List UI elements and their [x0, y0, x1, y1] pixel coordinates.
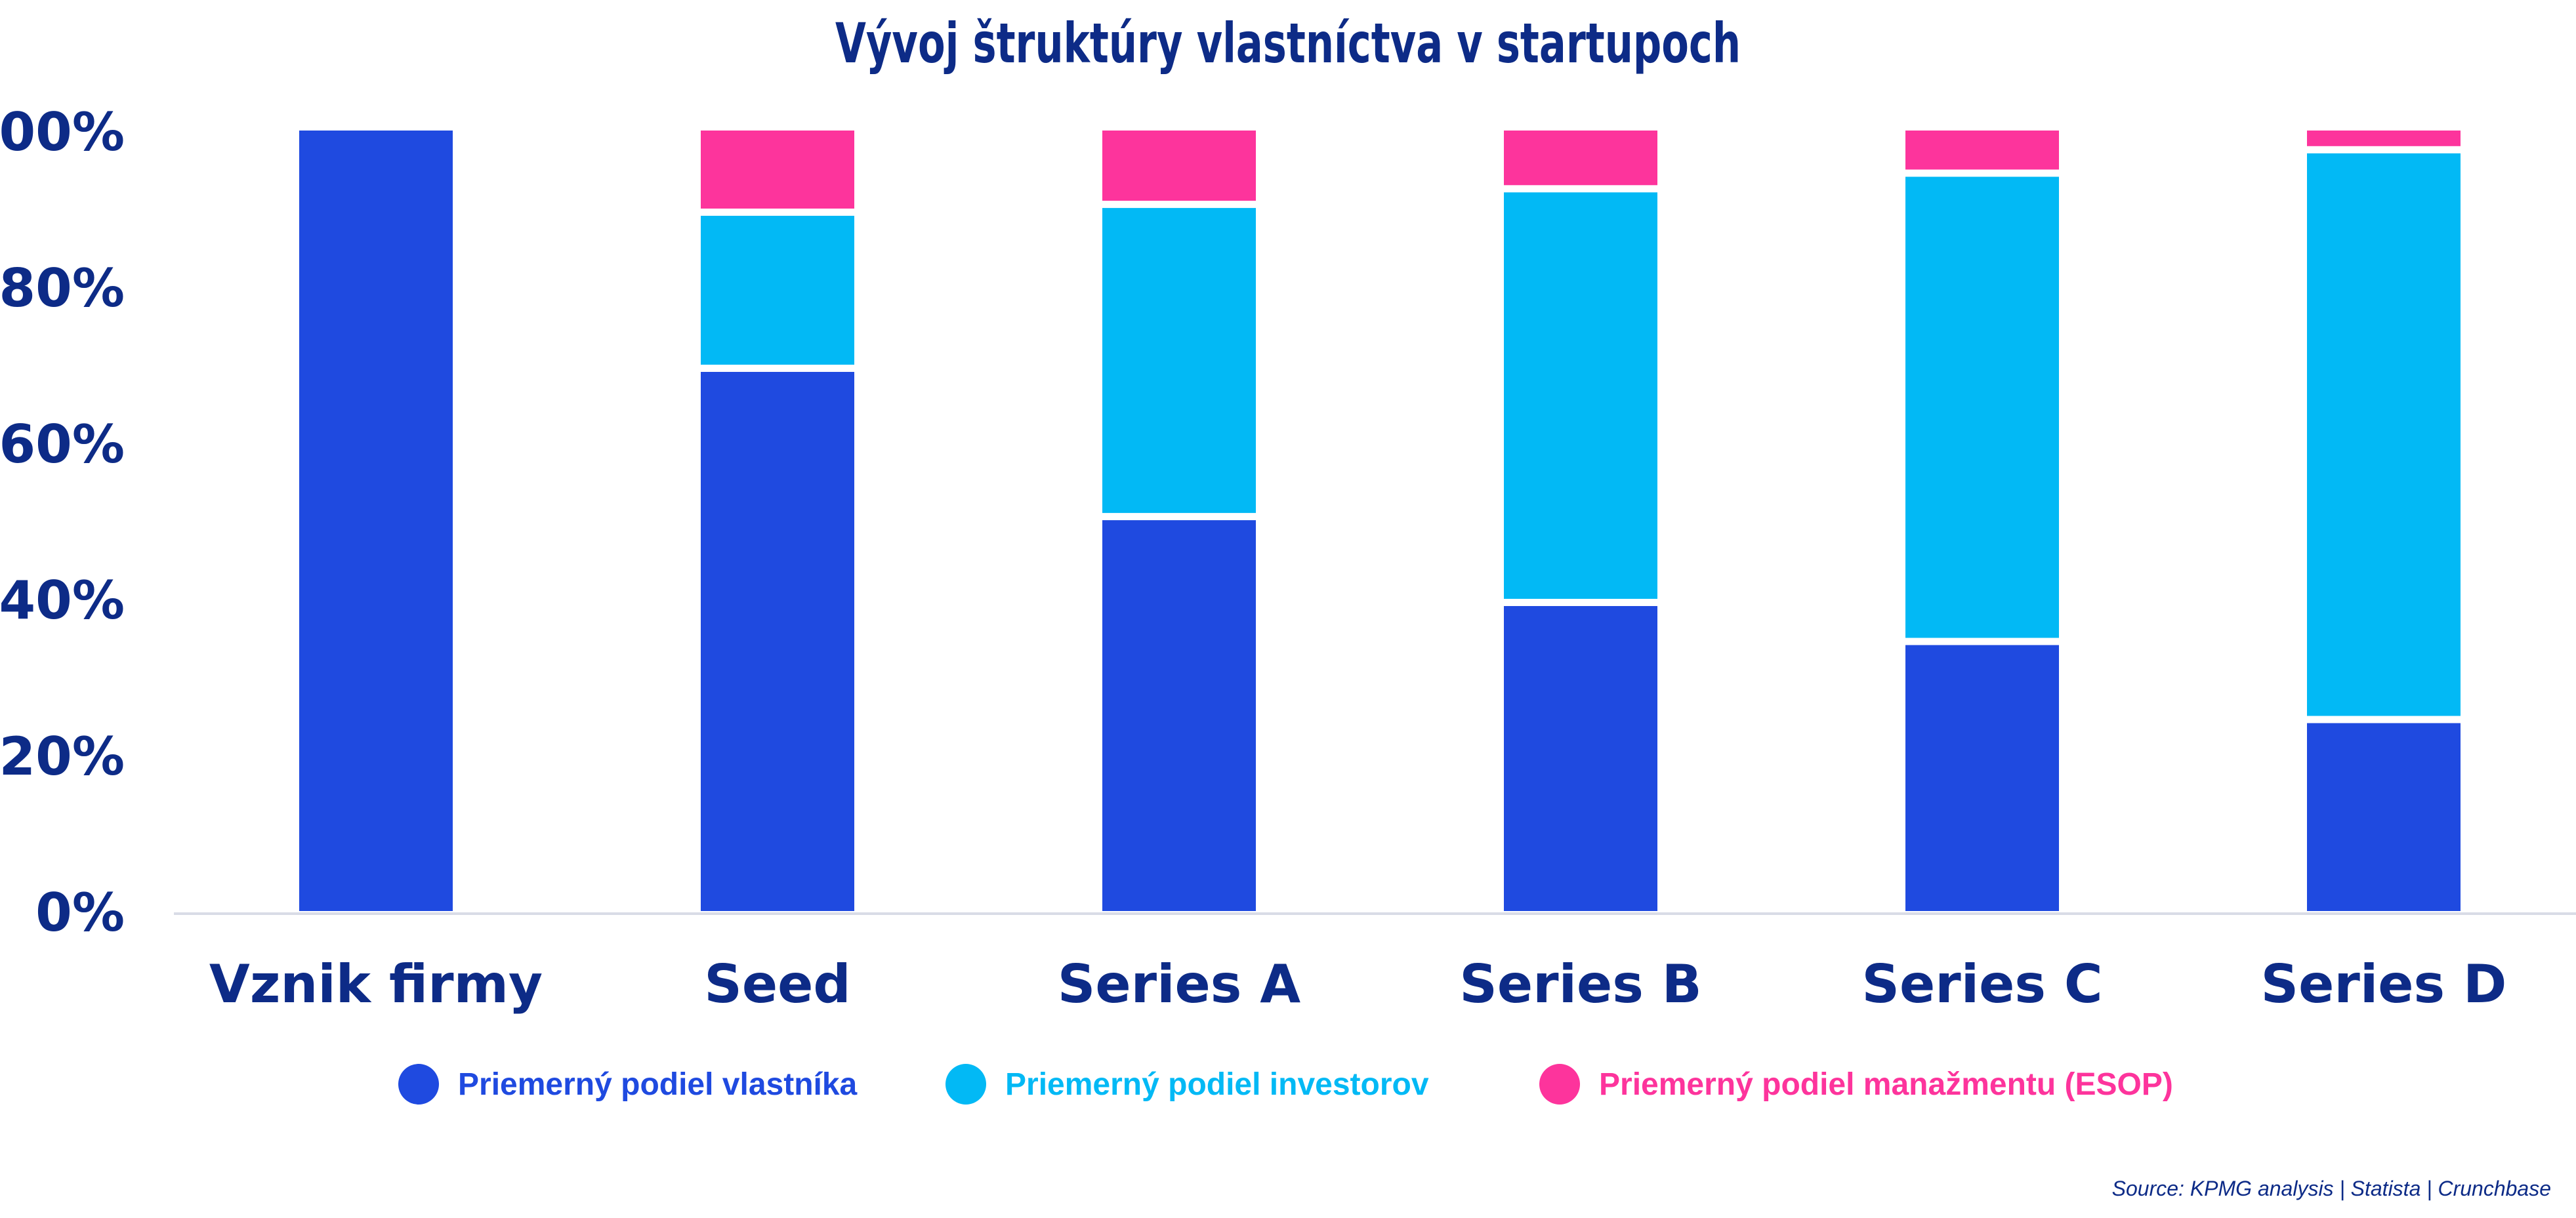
x-tick-label: Series A — [1058, 954, 1300, 1015]
bar-segment-2 — [701, 216, 854, 365]
x-tick-label: Series D — [2261, 954, 2507, 1015]
source-note: Source: KPMG analysis | Statista | Crunc… — [2112, 1177, 2551, 1200]
x-tick-label: Series C — [1861, 954, 2102, 1015]
legend-label-3: Priemerný podiel manažmentu (ESOP) — [1599, 1067, 2173, 1102]
y-tick-label: 80% — [0, 258, 125, 319]
x-tick-label: Vznik firmy — [209, 954, 543, 1015]
bar-segment-1 — [1504, 606, 1657, 911]
bar-segment-2 — [1504, 192, 1657, 599]
legend-marker-3 — [1539, 1064, 1580, 1105]
legend-marker-1 — [398, 1064, 439, 1105]
bar-segment-1 — [299, 131, 453, 911]
y-axis: 0% 20% 40% 60% 80% 100% — [0, 102, 125, 943]
y-tick-label: 20% — [0, 726, 125, 787]
y-tick-label: 40% — [0, 570, 125, 631]
bar-segment-1 — [1905, 645, 2059, 911]
legend-label-1: Priemerný podiel vlastníka — [458, 1067, 858, 1102]
y-tick-label: 100% — [0, 102, 125, 163]
bar-segment-2 — [1102, 208, 1256, 514]
bar-segment-1 — [701, 372, 854, 911]
bar-segment-1 — [2307, 723, 2461, 911]
legend-label-2: Priemerný podiel investorov — [1005, 1067, 1429, 1102]
legend-marker-2 — [945, 1064, 986, 1105]
x-tick-label: Series B — [1459, 954, 1701, 1015]
bar-segment-2 — [2307, 153, 2461, 716]
bar-segment-3 — [1102, 131, 1256, 201]
bar-segment-2 — [1905, 176, 2059, 638]
bars — [299, 131, 2461, 911]
bar-segment-1 — [1102, 520, 1256, 911]
x-tick-label: Seed — [704, 954, 850, 1015]
y-tick-label: 60% — [0, 414, 125, 475]
bar-segment-3 — [1905, 131, 2059, 170]
x-axis: Vznik firmy Seed Series A Series B Series C S… — [209, 954, 2507, 1015]
bar-segment-3 — [2307, 131, 2461, 146]
legend: Priemerný podiel vlastníka Priemerný podi… — [398, 1064, 2173, 1105]
y-tick-label: 0% — [35, 882, 125, 943]
chart-title: Vývoj štruktúry vlastníctva v startupoch — [835, 11, 1741, 75]
bar-segment-3 — [1504, 131, 1657, 186]
bar-segment-3 — [701, 131, 854, 209]
